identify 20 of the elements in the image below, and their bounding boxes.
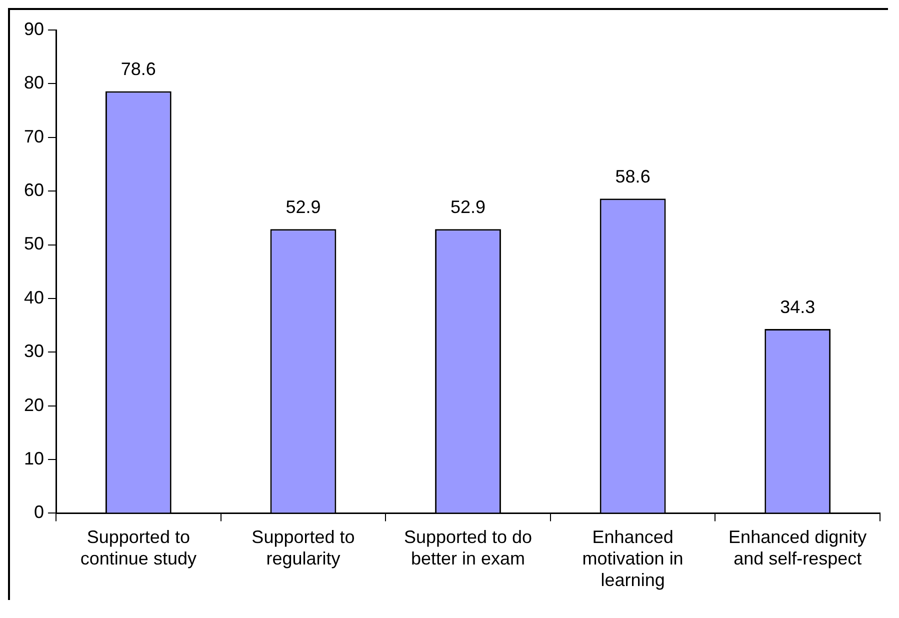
y-tick-label: 20 (24, 394, 44, 415)
data-label: 78.6 (120, 59, 156, 80)
y-tick-label: 0 (34, 502, 44, 522)
data-label: 52.9 (286, 197, 321, 218)
y-tick-label: 50 (24, 234, 44, 254)
y-tick-label: 10 (24, 448, 44, 468)
y-tick-label: 30 (24, 341, 44, 362)
data-label: 58.6 (615, 166, 650, 187)
y-tick-label: 60 (24, 180, 44, 200)
y-tick-label: 90 (24, 18, 44, 39)
x-tick-label: Supported to do better in exam (404, 526, 532, 569)
x-tick-label: Enhanced dignity and self-respect (728, 526, 867, 569)
x-tick-label: Supported to continue study (80, 526, 196, 569)
y-tick-label: 40 (24, 287, 44, 308)
x-tick-label: Supported to regularity (252, 526, 355, 569)
data-label: 34.3 (780, 297, 816, 318)
x-tick-label: Enhanced motivation in learning (582, 526, 684, 590)
y-tick-label: 80 (24, 72, 44, 93)
data-label: 52.9 (450, 197, 486, 218)
y-tick-label: 70 (24, 126, 44, 146)
